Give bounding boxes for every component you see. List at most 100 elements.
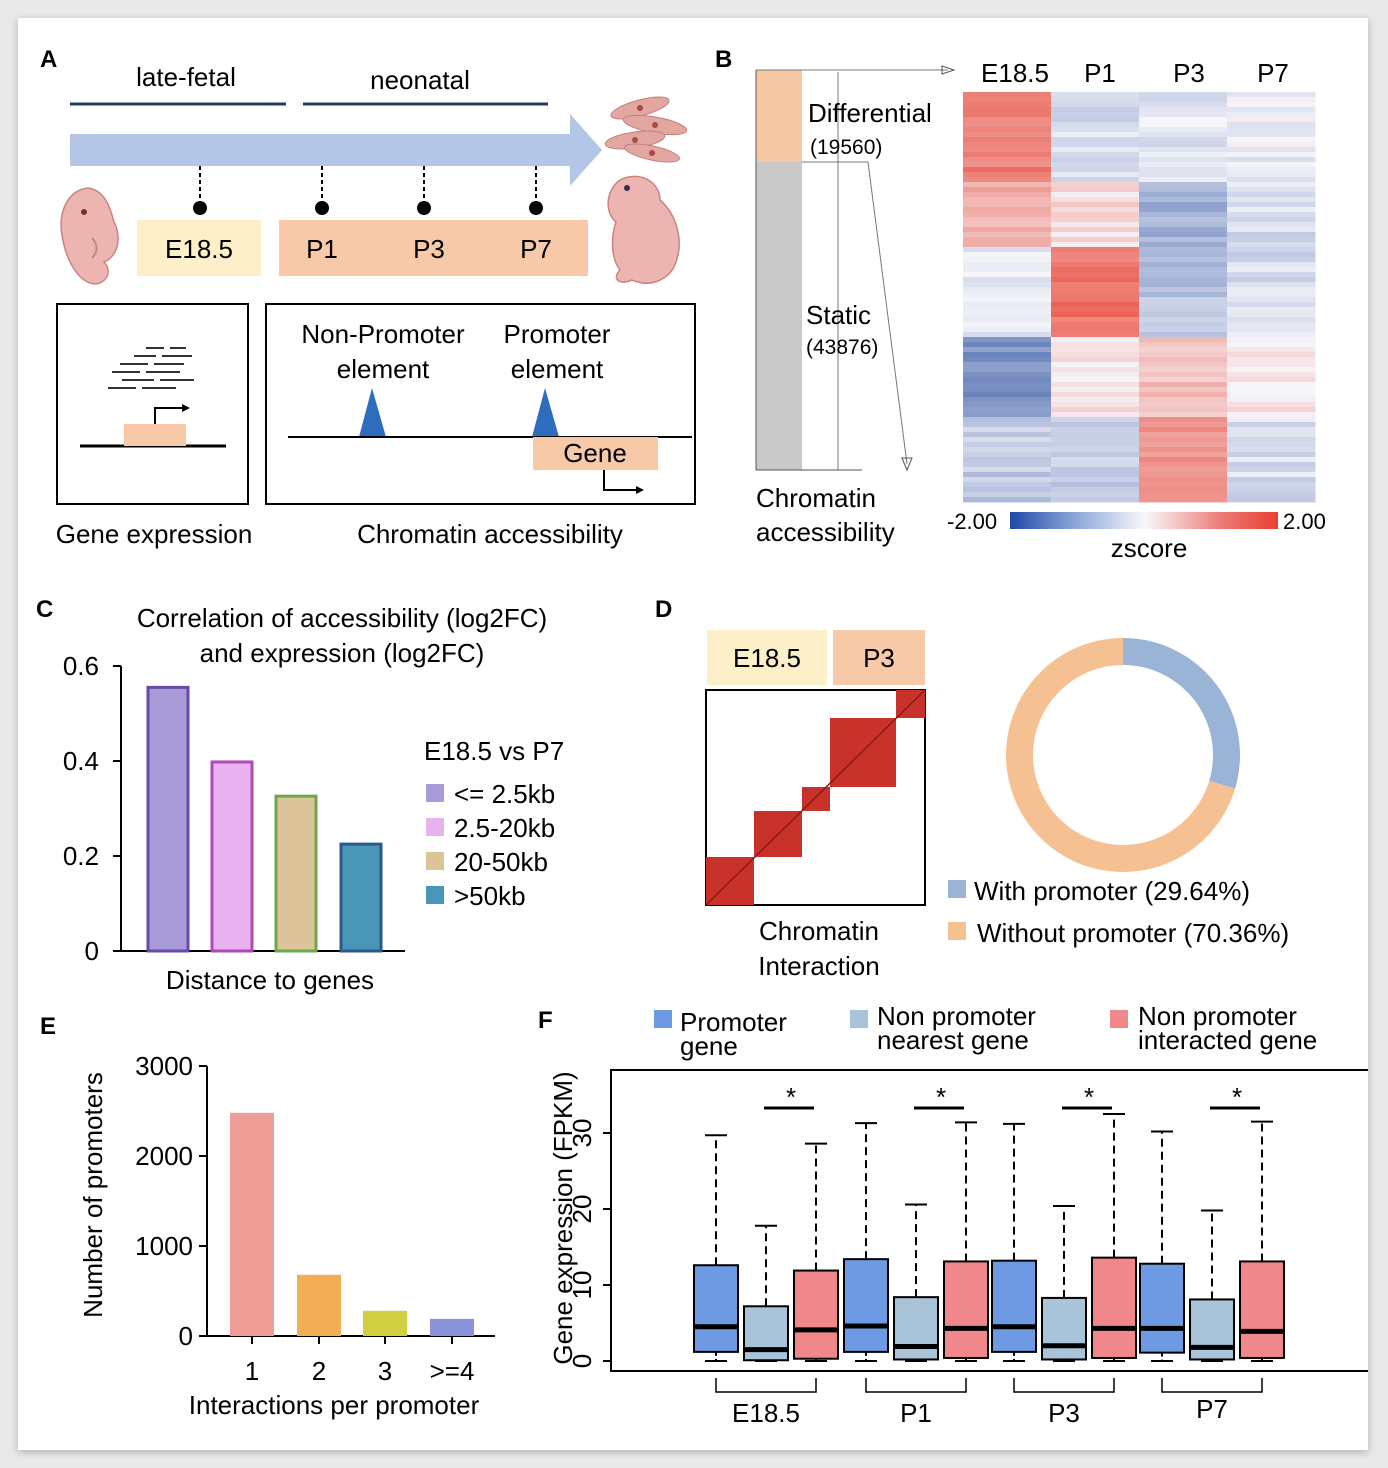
e-x-tick-label: 1 [245, 1356, 259, 1386]
heatmap-cell [963, 227, 1052, 233]
f-y-tick-label: 0 [567, 1354, 597, 1368]
heatmap-cell [963, 177, 1052, 183]
promoter-donut [1006, 638, 1240, 872]
heatmap-cell [1051, 182, 1140, 188]
legend-promoter-line2: gene [680, 1031, 738, 1061]
heatmap-cell [1051, 367, 1140, 373]
heatmap-cell [1139, 142, 1228, 148]
heatmap-cell [1139, 122, 1228, 128]
heatmap-cell [1227, 347, 1316, 353]
stage-e185: E18.5 [165, 234, 233, 264]
heatmap-cell [963, 322, 1052, 328]
heatmap-cell [1227, 327, 1316, 333]
gene-expression-gene [124, 424, 186, 446]
zscore-min: -2.00 [947, 509, 997, 534]
e185-box [137, 220, 261, 276]
heatmap-cell [1139, 452, 1228, 458]
heatmap-cell [1051, 242, 1140, 248]
c-y-tick-label: 0.2 [63, 841, 99, 871]
heatmap-cell [1227, 467, 1316, 473]
heatmap-cell [963, 222, 1052, 228]
heatmap-cell [1051, 442, 1140, 448]
gene-label: Gene [563, 438, 627, 468]
heatmap-cell [1227, 282, 1316, 288]
heatmap-cell [1227, 292, 1316, 298]
heatmap-cell [1227, 452, 1316, 458]
differential-bottom-line [867, 161, 908, 465]
pup-icon [607, 175, 680, 284]
chromatin-label-line1: Chromatin [756, 483, 876, 513]
panel-a-label: A [40, 46, 57, 73]
heatmap-cell [963, 122, 1052, 128]
heatmap-cell [1139, 102, 1228, 108]
heatmap-cell [1227, 162, 1316, 168]
heatmap-cell [1227, 272, 1316, 278]
heatmap-cell [1139, 412, 1228, 418]
heatmap-cell [963, 187, 1052, 193]
heatmap-cell [1051, 382, 1140, 388]
d-legend-swatch [948, 880, 966, 898]
stage-p7: P7 [520, 234, 552, 264]
heatmap-cell [963, 437, 1052, 443]
panel-d: D E18.5 P3 Chromatin Interaction With pr… [655, 596, 1289, 981]
panel-f: F Promoter gene Non promoter nearest gen… [538, 1001, 1371, 1428]
promoter-line1: Promoter [504, 319, 611, 349]
matrix-diagonal [705, 689, 926, 906]
heatmap-cell [963, 282, 1052, 288]
heatmap-cell [963, 137, 1052, 143]
heatmap-cell [963, 362, 1052, 368]
heatmap-cell [1227, 207, 1316, 213]
heatmap-cell [1139, 297, 1228, 303]
legend-nearest-line1: Non promoter [877, 1001, 1036, 1031]
heatmap-cell [1139, 277, 1228, 283]
heatmap-cell [963, 257, 1052, 263]
non-promoter-peak [359, 388, 386, 437]
heatmap-cell [1051, 112, 1140, 118]
heatmap-cell [1227, 362, 1316, 368]
e-ylabel: Number of promoters [78, 1072, 108, 1318]
heatmap-cell [1139, 182, 1228, 188]
c-legend-label: >50kb [454, 881, 526, 911]
panel-c: C Correlation of accessibility (log2FC) … [36, 596, 564, 995]
c-legend-swatch [426, 852, 444, 870]
panel-c-legend: <= 2.5kb 2.5-20kb 20-50kb >50kb [426, 779, 555, 911]
heatmap-cell [963, 112, 1052, 118]
d-chromatin-line2: Interaction [758, 951, 879, 981]
heatmap-cell [1139, 342, 1228, 348]
f-box [1189, 1298, 1235, 1361]
heatmap-cell [1139, 327, 1228, 333]
heatmap-cell [963, 92, 1052, 98]
heatmap-cell [1139, 267, 1228, 273]
heatmap-cell [1139, 232, 1228, 238]
heatmap-cell [1227, 402, 1316, 408]
heatmap-cell [1139, 302, 1228, 308]
heatmap-cell [1139, 292, 1228, 298]
f-box [943, 1260, 989, 1359]
heatmap-cell [1051, 407, 1140, 413]
heatmap-cell [963, 212, 1052, 218]
heatmap-cell [1051, 487, 1140, 493]
heatmap-cell [1227, 172, 1316, 178]
static-bar [756, 162, 802, 470]
heatmap-cell [1051, 402, 1140, 408]
f-significance-star: * [786, 1082, 796, 1112]
heatmap-cell [1051, 222, 1140, 228]
heatmap-cell [963, 467, 1052, 473]
heatmap-cell [963, 102, 1052, 108]
heatmap-cell [1227, 437, 1316, 443]
heatmap-cell [1227, 342, 1316, 348]
heatmap-cell [1139, 127, 1228, 133]
heatmap-cell [1139, 212, 1228, 218]
heatmap-cell [1227, 377, 1316, 383]
heatmap-cell [963, 117, 1052, 123]
d-legend-label: With promoter (29.64%) [974, 876, 1250, 906]
heatmap-cell [1051, 142, 1140, 148]
heatmap-cell [1051, 257, 1140, 263]
heatmap-cell [1051, 432, 1140, 438]
heatmap-cell [1227, 297, 1316, 303]
e-y-tick-label: 3000 [135, 1051, 193, 1081]
heatmap-cell [1227, 222, 1316, 228]
heatmap-cell [963, 412, 1052, 418]
promoter-peak [532, 388, 559, 437]
heatmap-cell [1139, 482, 1228, 488]
